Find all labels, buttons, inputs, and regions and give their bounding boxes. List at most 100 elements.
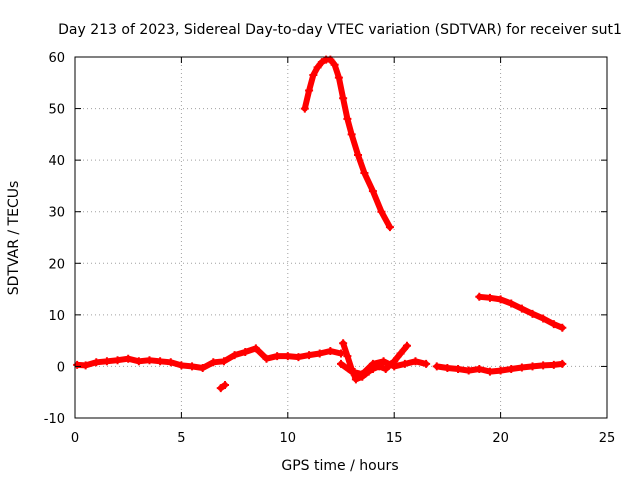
- data-point: [221, 380, 230, 389]
- data-point: [354, 150, 363, 159]
- data-point: [379, 357, 388, 366]
- data-point: [326, 346, 335, 355]
- data-point: [368, 187, 377, 196]
- data-point: [219, 357, 228, 366]
- data-point: [549, 320, 558, 329]
- data-point: [273, 352, 282, 361]
- data-point: [334, 73, 343, 82]
- data-point: [315, 349, 324, 358]
- data-point: [309, 71, 318, 80]
- data-point: [347, 367, 356, 376]
- x-tick-label: 10: [280, 431, 297, 446]
- data-point: [241, 347, 250, 356]
- data-point: [396, 349, 405, 358]
- y-tick-label: 60: [48, 51, 65, 66]
- y-tick-label: 10: [48, 309, 65, 324]
- x-tick-label: 0: [71, 431, 79, 446]
- data-point: [198, 363, 207, 372]
- data-point: [549, 360, 558, 369]
- x-tick-label: 15: [386, 431, 403, 446]
- y-tick-label: 30: [48, 206, 65, 221]
- data-point: [496, 366, 505, 375]
- x-axis-label: GPS time / hours: [281, 458, 398, 474]
- data-point: [343, 114, 352, 123]
- data-point: [539, 314, 548, 323]
- data-point: [528, 362, 537, 371]
- data-point: [517, 363, 526, 372]
- data-point: [156, 357, 165, 366]
- y-tick-label: 50: [48, 103, 65, 118]
- data-point: [166, 358, 175, 367]
- data-point: [251, 344, 260, 353]
- data-point: [411, 357, 420, 366]
- data-point: [347, 130, 356, 139]
- data-point: [402, 341, 411, 350]
- data-point: [517, 304, 526, 313]
- data-point: [294, 353, 303, 362]
- y-tick-label: 40: [48, 154, 65, 169]
- data-point: [528, 309, 537, 318]
- data-point: [313, 63, 322, 72]
- data-point: [381, 365, 390, 374]
- data-point: [73, 360, 82, 369]
- data-point: [422, 359, 431, 368]
- data-point: [558, 359, 567, 368]
- data-point: [358, 370, 367, 379]
- data-point: [339, 339, 348, 348]
- data-point: [305, 351, 314, 360]
- data-point: [209, 358, 218, 367]
- data-point: [343, 352, 352, 361]
- data-point: [330, 60, 339, 69]
- data-point: [351, 375, 360, 384]
- axes: 0 5 10 15 20 25 -10 0 10 20 30 40 50 60: [44, 51, 616, 446]
- grid: [75, 57, 607, 418]
- data-point: [454, 365, 463, 374]
- data-point: [360, 169, 369, 178]
- data-point: [216, 384, 225, 393]
- data-point: [262, 354, 271, 363]
- data-point: [496, 295, 505, 304]
- x-tick-label: 25: [599, 431, 616, 446]
- y-axis-label: SDTVAR / TECUs: [6, 181, 22, 296]
- chart-title: Day 213 of 2023, Sidereal Day-to-day VTE…: [58, 22, 622, 38]
- data-point: [475, 292, 484, 301]
- data-point: [400, 359, 409, 368]
- data-point: [464, 366, 473, 375]
- x-tick-label: 5: [177, 431, 185, 446]
- data-series: [73, 55, 567, 393]
- data-point: [113, 356, 122, 365]
- data-point: [485, 367, 494, 376]
- data-point: [92, 358, 101, 367]
- data-point: [102, 357, 111, 366]
- data-point: [475, 365, 484, 374]
- data-point: [300, 104, 309, 113]
- data-point: [485, 293, 494, 302]
- data-point: [134, 357, 143, 366]
- data-point: [507, 299, 516, 308]
- data-point: [432, 362, 441, 371]
- data-point: [145, 356, 154, 365]
- data-point: [443, 363, 452, 372]
- data-point: [507, 365, 516, 374]
- y-tick-label: 0: [57, 360, 65, 375]
- data-point: [339, 94, 348, 103]
- data-point: [230, 351, 239, 360]
- data-point: [283, 352, 292, 361]
- data-point: [177, 361, 186, 370]
- plot-frame: [74, 56, 608, 419]
- y-tick-label: -10: [44, 412, 65, 427]
- x-tick-label: 20: [492, 431, 509, 446]
- data-point: [81, 361, 90, 370]
- data-point: [385, 223, 394, 232]
- data-point: [317, 58, 326, 67]
- series-peak-arc: [301, 56, 393, 231]
- data-point: [188, 362, 197, 371]
- y-tick-label: 20: [48, 257, 65, 272]
- data-point: [368, 359, 377, 368]
- data-point: [124, 354, 133, 363]
- data-point: [337, 359, 345, 368]
- data-point: [558, 323, 567, 332]
- data-point: [390, 362, 399, 371]
- data-point: [377, 207, 386, 216]
